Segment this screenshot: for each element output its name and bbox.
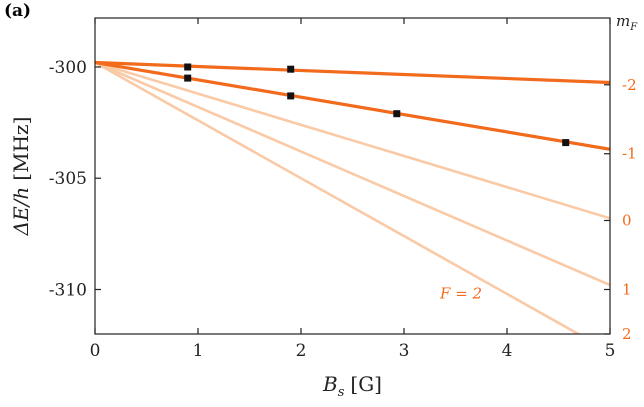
plot-frame	[94, 17, 611, 335]
annotation-label: F = 2	[439, 284, 482, 302]
right-axis-labels: -2 -1 0 1 2	[604, 76, 637, 343]
series-line-mf-0	[95, 61, 610, 220]
measured-markers	[184, 63, 570, 147]
x-tick-label: 0	[90, 341, 101, 361]
x-axis-ticks: 0 1 2 3 4 5	[90, 18, 616, 361]
light-lines-group	[95, 61, 610, 334]
series-line-mf-2	[95, 61, 581, 334]
y-axis-title: ΔE/h [MHz]	[9, 117, 33, 237]
x-axis-title-main: B	[322, 372, 338, 396]
x-tick-label: 5	[605, 341, 616, 361]
y-tick-label: -310	[49, 280, 87, 300]
right-axis-label: 1	[622, 280, 632, 298]
data-point	[184, 63, 192, 71]
y-tick-label: -305	[49, 169, 87, 189]
y-tick-label: -300	[49, 58, 87, 78]
right-axis-label: 0	[622, 212, 632, 230]
right-axis-label: -2	[622, 76, 637, 94]
series-line-mf-minus2	[95, 60, 610, 85]
panel-label: (a)	[4, 1, 31, 21]
data-point	[393, 110, 401, 118]
y-axis-title-main: ΔE/h	[9, 187, 33, 237]
x-tick-label: 1	[193, 341, 204, 361]
y-axis-ticks: -300 -305 -310	[49, 58, 101, 300]
x-axis-title-unit: [G]	[350, 372, 382, 396]
data-point	[287, 92, 295, 100]
series-line-mf-minus1	[95, 60, 610, 151]
data-point	[287, 65, 295, 73]
x-tick-label: 3	[399, 341, 410, 361]
right-axis-title: mF	[616, 12, 638, 33]
right-axis-title-main: m	[616, 12, 630, 30]
series-line-mf-1	[95, 61, 610, 287]
x-axis-title: Bs [G]	[322, 372, 382, 400]
y-axis-title-unit: [MHz]	[9, 117, 33, 181]
right-axis-label: 2	[622, 325, 632, 343]
dark-lines-group	[95, 60, 610, 151]
x-tick-label: 4	[502, 341, 513, 361]
right-axis-label: -1	[622, 145, 637, 163]
data-point	[184, 74, 192, 82]
data-point	[562, 139, 570, 147]
x-axis-title-sub: s	[338, 385, 345, 400]
right-axis-title-sub: F	[629, 22, 638, 33]
x-tick-label: 2	[296, 341, 307, 361]
